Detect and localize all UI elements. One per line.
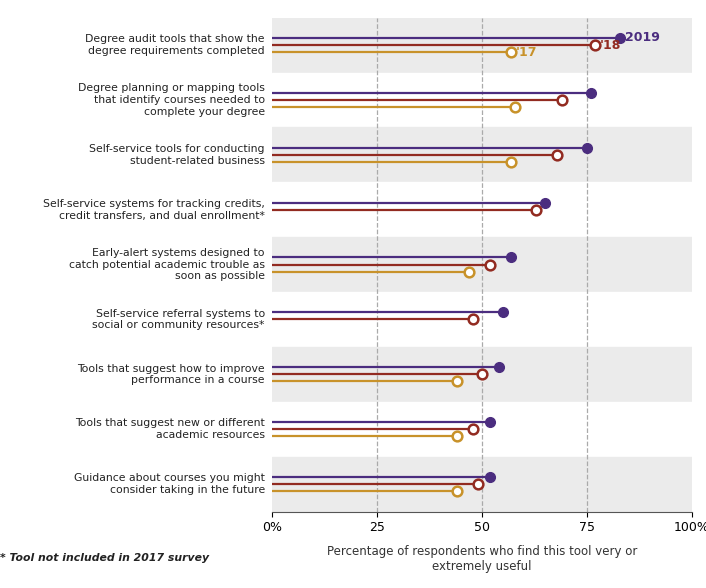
Bar (272, 182, 692, 237)
Bar (272, 237, 692, 292)
Bar (272, 402, 692, 457)
Text: Guidance about courses you might
consider taking in the future: Guidance about courses you might conside… (74, 473, 265, 495)
Text: '17: '17 (515, 46, 537, 59)
Text: Self-service referral systems to
social or community resources*: Self-service referral systems to social … (92, 309, 265, 330)
Text: 2019: 2019 (625, 31, 659, 45)
Bar (272, 292, 692, 347)
Text: Early-alert systems designed to
catch potential academic trouble as
soon as poss: Early-alert systems designed to catch po… (68, 248, 265, 281)
Bar (272, 347, 692, 402)
Text: Degree audit tools that show the
degree requirements completed: Degree audit tools that show the degree … (85, 34, 265, 56)
Text: '18: '18 (599, 39, 621, 52)
Text: Tools that suggest new or different
academic resources: Tools that suggest new or different acad… (75, 419, 265, 440)
Bar (272, 18, 692, 72)
Text: * Tool not included in 2017 survey: * Tool not included in 2017 survey (0, 553, 209, 563)
X-axis label: Percentage of respondents who find this tool very or
extremely useful: Percentage of respondents who find this … (327, 546, 637, 573)
Bar (272, 457, 692, 512)
Bar (272, 72, 692, 128)
Bar (272, 128, 692, 182)
Text: Self-service systems for tracking credits,
credit transfers, and dual enrollment: Self-service systems for tracking credit… (43, 199, 265, 220)
Text: Degree planning or mapping tools
that identify courses needed to
complete your d: Degree planning or mapping tools that id… (78, 83, 265, 116)
Text: Self-service tools for conducting
student-related business: Self-service tools for conducting studen… (89, 144, 265, 166)
Text: Tools that suggest how to improve
performance in a course: Tools that suggest how to improve perfor… (77, 363, 265, 385)
